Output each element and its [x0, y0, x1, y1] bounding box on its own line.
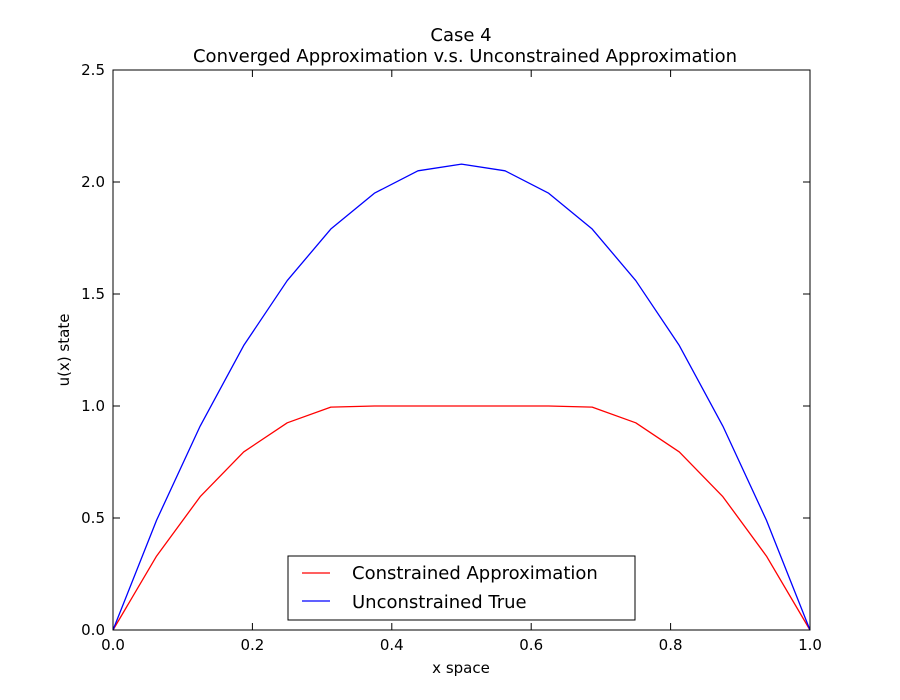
- x-tick-label: 0.6: [519, 636, 543, 654]
- x-tick-label: 0.8: [659, 636, 683, 654]
- chart-subtitle: Converged Approximation v.s. Unconstrain…: [193, 46, 737, 67]
- x-tick-label: 1.0: [798, 636, 822, 654]
- y-tick-label: 2.0: [81, 173, 105, 191]
- legend-box: [287, 555, 636, 621]
- y-tick-label: 2.5: [81, 61, 105, 79]
- y-tick-label: 0.0: [81, 621, 105, 639]
- y-axis-label: u(x) state: [55, 314, 73, 387]
- legend-label-constrained: Constrained Approximation: [352, 563, 598, 584]
- x-axis-label: x space: [432, 659, 490, 677]
- y-tick-label: 1.0: [81, 397, 105, 415]
- plot-area: [112, 163, 811, 631]
- series-line-unconstrained-true: [112, 163, 811, 631]
- series-line-constrained-approximation: [112, 405, 811, 631]
- x-tick-label: 0.4: [380, 636, 404, 654]
- y-axis: 0.0 0.5 1.0 1.5 2.0 2.5: [81, 61, 810, 639]
- legend-label-unconstrained: Unconstrained True: [352, 592, 527, 613]
- y-tick-label: 0.5: [81, 509, 105, 527]
- legend: Constrained Approximation Unconstrained …: [287, 555, 636, 621]
- plot-frame: [112, 69, 811, 631]
- chart-title: Case 4: [430, 25, 491, 46]
- x-axis: 0.0 0.2 0.4 0.6 0.8 1.0: [101, 70, 822, 654]
- x-tick-label: 0.0: [101, 636, 125, 654]
- y-tick-label: 1.5: [81, 285, 105, 303]
- x-tick-label: 0.2: [240, 636, 264, 654]
